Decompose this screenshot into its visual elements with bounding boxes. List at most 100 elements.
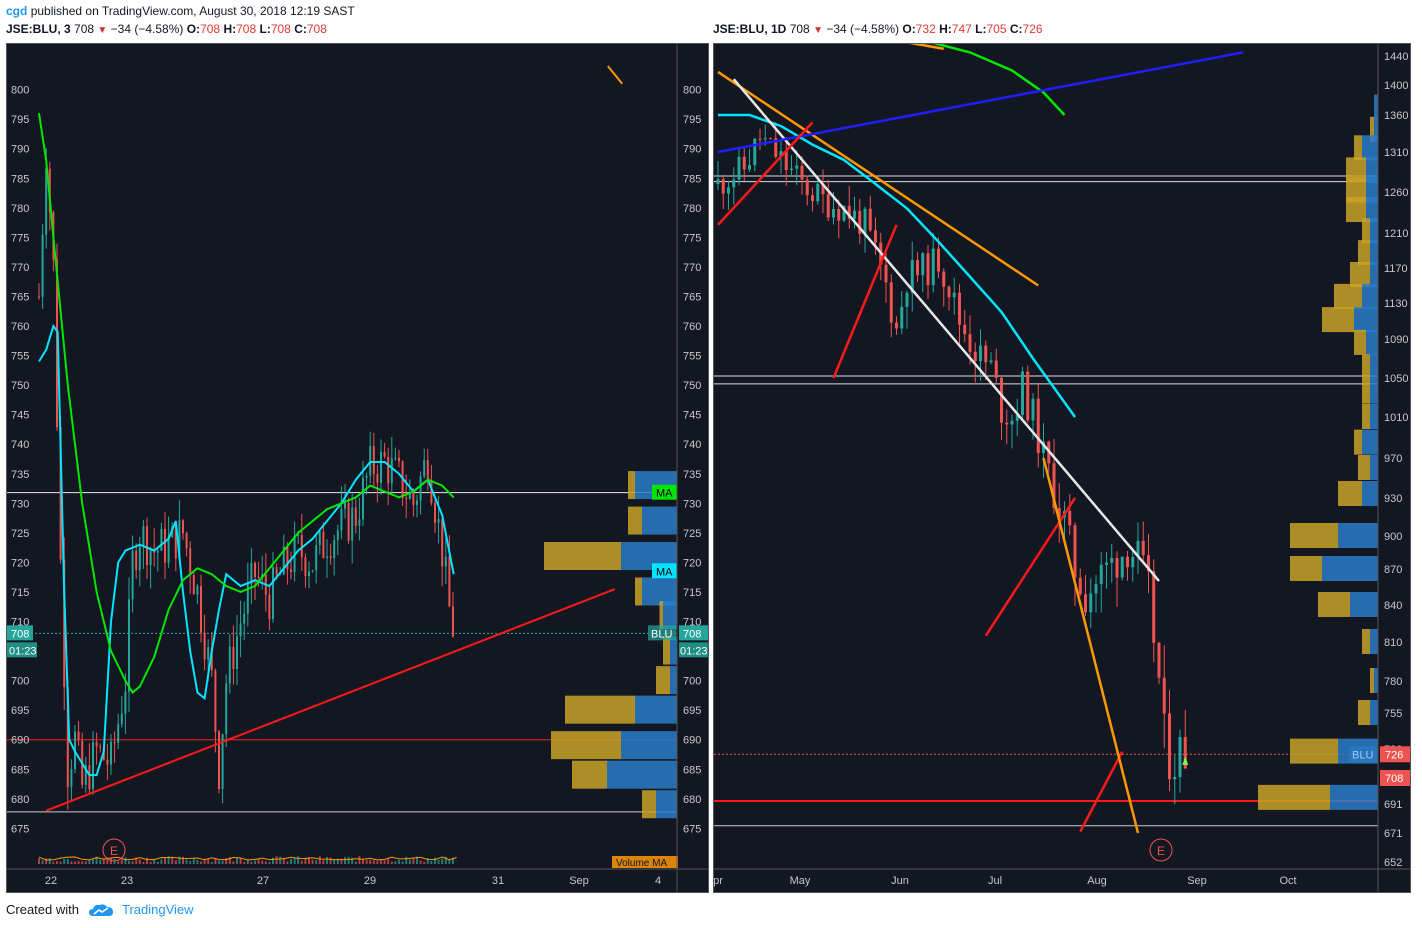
candle-body bbox=[189, 548, 192, 576]
volume-bar bbox=[347, 856, 350, 864]
trendline-orange bbox=[908, 44, 944, 50]
candle-body bbox=[1057, 508, 1061, 518]
y-tick-left: 695 bbox=[11, 705, 29, 717]
candle-body bbox=[1183, 737, 1187, 769]
y-tick: 900 bbox=[1384, 531, 1402, 543]
tradingview-link[interactable]: TradingView bbox=[122, 902, 194, 917]
volume-profile-gold bbox=[1338, 481, 1362, 506]
volume-bar bbox=[329, 857, 332, 864]
x-tick: Sep bbox=[1187, 875, 1207, 887]
volume-bar bbox=[120, 859, 123, 864]
earnings-event-icon bbox=[102, 838, 126, 862]
candle-body bbox=[753, 138, 757, 166]
volume-bar bbox=[311, 859, 314, 864]
candle-body bbox=[398, 458, 400, 462]
volume-bar bbox=[383, 859, 386, 864]
candle-body bbox=[369, 446, 372, 476]
earnings-event-icon bbox=[1149, 838, 1173, 862]
volume-bar bbox=[45, 858, 48, 864]
y-tick-right: 685 bbox=[683, 764, 701, 776]
y-tick-right: 700 bbox=[683, 676, 701, 688]
y-tick-right: 775 bbox=[683, 232, 701, 244]
candle-body bbox=[156, 550, 159, 553]
candle-body bbox=[868, 208, 872, 231]
volume-bar bbox=[344, 857, 346, 864]
candle-body bbox=[300, 534, 303, 558]
volume-bar bbox=[131, 861, 134, 864]
chart-2-canvas[interactable]: 1440 1400 1360 1310 1260 1210 1170 1130 1090 1050… bbox=[714, 44, 1410, 892]
volume-bar bbox=[207, 858, 210, 864]
candle-body bbox=[336, 530, 339, 541]
volume-profile-blue bbox=[607, 760, 677, 789]
volume-bar bbox=[214, 858, 217, 864]
volume-profile-blue bbox=[1370, 455, 1378, 480]
down-arrow-icon: ▼ bbox=[97, 25, 108, 36]
volume-bar bbox=[282, 857, 285, 864]
moving-average-green bbox=[38, 113, 455, 694]
volume-bar bbox=[340, 858, 343, 864]
candle-body bbox=[149, 548, 152, 566]
candle-body bbox=[942, 271, 946, 287]
candle-body bbox=[884, 264, 888, 283]
candle-body bbox=[1162, 677, 1166, 714]
volume-bar bbox=[56, 861, 58, 864]
volume-bar bbox=[297, 856, 300, 864]
volume-profile-blue bbox=[1362, 429, 1378, 455]
volume-profile-blue bbox=[1366, 329, 1378, 355]
volume-bar bbox=[423, 861, 426, 864]
candle-body bbox=[228, 646, 231, 684]
candle-body bbox=[426, 460, 429, 480]
candle-body bbox=[430, 479, 433, 504]
candle-body bbox=[416, 500, 418, 506]
volume-bar bbox=[164, 857, 166, 864]
volume-bar bbox=[41, 860, 44, 864]
chart-1-close: 708 bbox=[306, 22, 327, 36]
candle-body bbox=[444, 556, 447, 567]
y-tick: 810 bbox=[1384, 637, 1402, 649]
chart-1-canvas[interactable]: 800 800 795 795 790 790 785 785 780 780 775 775 770 7… bbox=[7, 44, 708, 892]
candle-body bbox=[167, 537, 170, 563]
chart-panel-daily[interactable]: 1440 1400 1360 1310 1260 1210 1170 1130 1090 1050… bbox=[713, 43, 1411, 893]
candle-body bbox=[984, 345, 988, 363]
volume-profile-gold bbox=[635, 577, 642, 606]
chart-panel-intraday[interactable]: 800 800 795 795 790 790 785 785 780 780 775 775 770 7… bbox=[6, 43, 709, 893]
volume-profile-gold bbox=[656, 666, 670, 695]
ma-badge-green bbox=[652, 484, 677, 500]
y-tick-left: 795 bbox=[11, 114, 29, 126]
candle-body bbox=[889, 282, 893, 323]
candle-body bbox=[441, 518, 444, 567]
volume-bar bbox=[92, 859, 94, 864]
candle-body bbox=[1136, 540, 1140, 557]
y-tick: 930 bbox=[1384, 493, 1402, 505]
y-tick-left: 755 bbox=[11, 351, 29, 363]
volume-profile-gold bbox=[1358, 240, 1370, 266]
candle-body bbox=[1015, 414, 1019, 421]
x-tick: May bbox=[790, 875, 811, 887]
y-tick-right: 690 bbox=[683, 735, 701, 747]
symbol-tag: BLU bbox=[651, 628, 672, 640]
candle-body bbox=[95, 742, 98, 747]
chart-1-symbol[interactable]: JSE:BLU, 3 bbox=[6, 22, 71, 36]
candle-body bbox=[1131, 556, 1135, 568]
volume-bar bbox=[315, 860, 318, 864]
candle-body bbox=[434, 503, 436, 523]
candle-body bbox=[110, 741, 112, 765]
volume-bar bbox=[128, 860, 130, 864]
x-tick: Jun bbox=[891, 875, 909, 887]
candle-body bbox=[1105, 562, 1108, 565]
author-link[interactable]: cgd bbox=[6, 4, 28, 18]
x-tick: Sep bbox=[569, 875, 589, 887]
symbol-tag: BLU bbox=[1352, 749, 1373, 761]
volume-profile-blue bbox=[642, 577, 677, 606]
chart-2-low: 705 bbox=[986, 22, 1007, 36]
candle-body bbox=[931, 248, 935, 286]
chart-2-symbol[interactable]: JSE:BLU, 1D bbox=[713, 22, 787, 36]
event-marker-label: E bbox=[1157, 844, 1165, 858]
volume-profile-blue bbox=[656, 790, 677, 819]
chart-1-last: 708 bbox=[74, 22, 95, 36]
candle-body bbox=[66, 687, 69, 788]
candle-body bbox=[989, 360, 993, 363]
volume-bar bbox=[178, 856, 181, 864]
chart-2-open: 732 bbox=[915, 22, 936, 36]
candle-body bbox=[354, 507, 357, 526]
